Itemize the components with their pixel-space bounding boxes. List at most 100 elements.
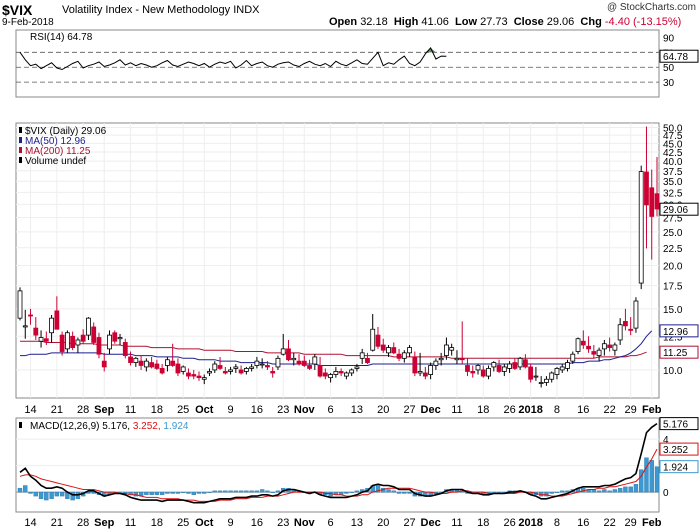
macd-histogram-bar	[149, 491, 154, 495]
ma200-line	[20, 340, 647, 359]
candle-body	[507, 363, 512, 369]
price-x-label: Dec	[421, 404, 441, 416]
macd-histogram-bar	[275, 490, 281, 493]
candle-body	[533, 375, 539, 378]
high-label: High	[393, 16, 419, 28]
macd-histogram-bar	[223, 490, 228, 493]
candle-body	[475, 365, 481, 371]
macd-histogram-bar	[23, 485, 28, 493]
macd-histogram-bar	[623, 486, 628, 493]
macd-x-label: 25	[177, 517, 189, 529]
candle-body	[291, 357, 297, 361]
macd-histogram-bar	[554, 491, 560, 493]
macd-x-label: Dec	[421, 517, 441, 529]
candle-body	[143, 360, 149, 368]
candle-body	[486, 368, 491, 377]
candle-body	[654, 193, 660, 210]
macd-x-label: 13	[351, 517, 363, 529]
macd-x-label: 11	[451, 517, 462, 529]
macd-histogram-bar	[612, 489, 618, 493]
price-legend-entry: Volume undef	[25, 156, 86, 167]
macd-histogram-bar	[59, 491, 65, 497]
macd-x-label: Sep	[94, 517, 114, 529]
candle-body	[222, 371, 228, 374]
price-x-label: 18	[151, 404, 163, 416]
price-tick-label: 47.5	[663, 131, 683, 142]
price-legend-entry: MA(200) 11.25	[25, 146, 91, 157]
candle-body	[591, 351, 597, 355]
price-x-label: 27	[403, 404, 415, 416]
price-x-label: 16	[251, 404, 263, 416]
candle-body	[391, 347, 397, 354]
macd-x-label: 11	[125, 517, 136, 529]
low-value: 27.73	[480, 16, 508, 28]
macd-histogram-bar	[202, 491, 207, 494]
macd-x-label: Feb	[642, 517, 662, 529]
macd-legend: MACD(12,26,9) 5.176, 3.252, 1.924	[30, 421, 189, 432]
price-tick-label: 32.5	[663, 188, 683, 199]
macd-histogram-bar	[344, 491, 349, 494]
price-x-label: 11	[125, 404, 136, 416]
candle-body	[444, 344, 449, 356]
watermark: @ StockCharts.com	[606, 2, 696, 13]
candle-body	[412, 356, 418, 374]
candle-body	[101, 360, 107, 368]
candle-body	[633, 300, 639, 329]
candle-body	[64, 332, 70, 350]
price-legend-entry: $VIX (Daily) 29.06	[25, 126, 107, 137]
price-panel-frame	[15, 122, 660, 399]
price-tick-label: 40.0	[663, 157, 683, 168]
candle-body	[17, 290, 23, 319]
symbol-label: $VIX	[2, 2, 33, 18]
candle-body	[528, 366, 534, 380]
macd-histogram-bar	[33, 491, 38, 497]
low-label: Low	[455, 16, 478, 28]
price-x-label: 29	[625, 404, 637, 416]
price-x-label: 22	[603, 404, 615, 416]
candle-body	[596, 349, 602, 356]
high-value: 41.06	[421, 16, 449, 28]
price-tick-label: 27.5	[663, 214, 683, 225]
candle-body	[175, 363, 181, 374]
macd-x-label: 22	[603, 517, 615, 529]
macd-histogram-bar	[17, 487, 23, 493]
price-last-value-box	[659, 345, 699, 359]
close-label: Close	[513, 16, 544, 28]
price-x-label: 11	[451, 404, 462, 416]
candle-body	[138, 360, 144, 366]
price-tick-label: 42.5	[663, 148, 683, 159]
candle-body	[249, 366, 255, 369]
price-x-label: 26	[503, 404, 515, 416]
candle-body	[254, 360, 260, 366]
candle-body	[617, 324, 623, 341]
candle-body	[170, 360, 176, 366]
macd-histogram-bar	[154, 491, 160, 495]
price-last-value-label: 29.06	[663, 205, 688, 216]
candle-body	[54, 310, 60, 330]
candle-body	[370, 328, 376, 351]
candle-body	[428, 365, 434, 375]
macd-x-label: 2018	[518, 517, 542, 529]
candle-body	[612, 344, 618, 351]
macd-x-label: Oct	[195, 517, 214, 529]
open-label: Open	[329, 16, 358, 28]
candle-body	[501, 366, 507, 372]
candle-body	[265, 365, 270, 368]
macd-histogram-bar	[38, 491, 44, 499]
candle-body	[28, 314, 33, 317]
price-x-label: 20	[377, 404, 389, 416]
macd-x-label: 18	[477, 517, 489, 529]
candle-body	[433, 360, 439, 366]
candle-body	[338, 371, 344, 374]
macd-last-value-box	[659, 460, 699, 474]
candle-body	[649, 187, 655, 217]
candle-body	[580, 340, 586, 346]
chg-value: -4.40 (-13.15%)	[604, 16, 682, 28]
macd-x-label: Nov	[294, 517, 316, 529]
macd-x-label: 20	[377, 517, 389, 529]
candle-body	[307, 365, 312, 369]
candle-body	[454, 357, 460, 361]
macd-x-label: 16	[577, 517, 589, 529]
candle-body	[449, 347, 455, 351]
candle-body	[43, 338, 49, 342]
